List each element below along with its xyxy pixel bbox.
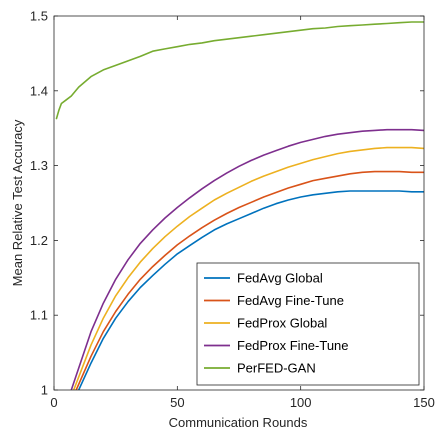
x-tick-label: 0 <box>50 395 57 410</box>
legend-label-fedavg-fine-tune: FedAvg Fine-Tune <box>237 293 344 308</box>
series-line-fedprox-fine-tune <box>70 128 424 390</box>
series-line-perfed-gan <box>55 21 424 120</box>
legend-label-fedprox-global: FedProx Global <box>237 316 327 331</box>
legend-label-fedavg-global: FedAvg Global <box>237 271 323 286</box>
y-tick-label: 1.3 <box>30 158 48 173</box>
y-tick-label: 1.4 <box>30 83 48 98</box>
legend-label-perfed-gan: PerFED-GAN <box>237 361 316 376</box>
series-line-fedprox-global <box>72 146 424 390</box>
legend-box <box>196 262 420 386</box>
axes-box <box>53 15 425 391</box>
y-tick-label: 1.1 <box>30 308 48 323</box>
x-tick-label: 150 <box>413 395 435 410</box>
x-tick-label: 100 <box>290 395 312 410</box>
x-tick-label: 50 <box>170 395 184 410</box>
y-tick-label: 1.5 <box>30 9 48 24</box>
x-axis-label: Communication Rounds <box>169 415 308 430</box>
legend: FedAvg Global FedAvg Fine-Tune FedProx Glo… <box>196 262 420 386</box>
legend-label-fedprox-fine-tune: FedProx Fine-Tune <box>237 338 349 353</box>
series-line-fedavg-global <box>77 190 424 390</box>
y-axis-label: Mean Relative Test Accuracy <box>10 119 25 286</box>
series-line-fedavg-fine-tune <box>75 170 424 390</box>
y-tick-label: 1.2 <box>30 233 48 248</box>
y-tick-label: 1 <box>41 383 48 398</box>
